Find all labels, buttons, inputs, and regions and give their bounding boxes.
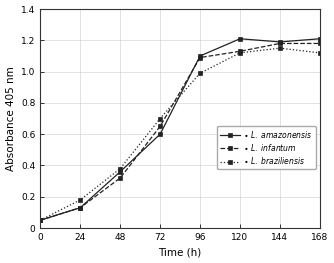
X-axis label: Time (h): Time (h) [158, 247, 202, 257]
Legend: $\bullet$ $\it{L.\ amazonensis}$, $\bullet$ $\it{L.\ infantum}$, $\bullet$ $\it{: $\bullet$ $\it{L.\ amazonensis}$, $\bull… [217, 126, 316, 169]
Y-axis label: Absorbance 405 nm: Absorbance 405 nm [6, 66, 16, 171]
